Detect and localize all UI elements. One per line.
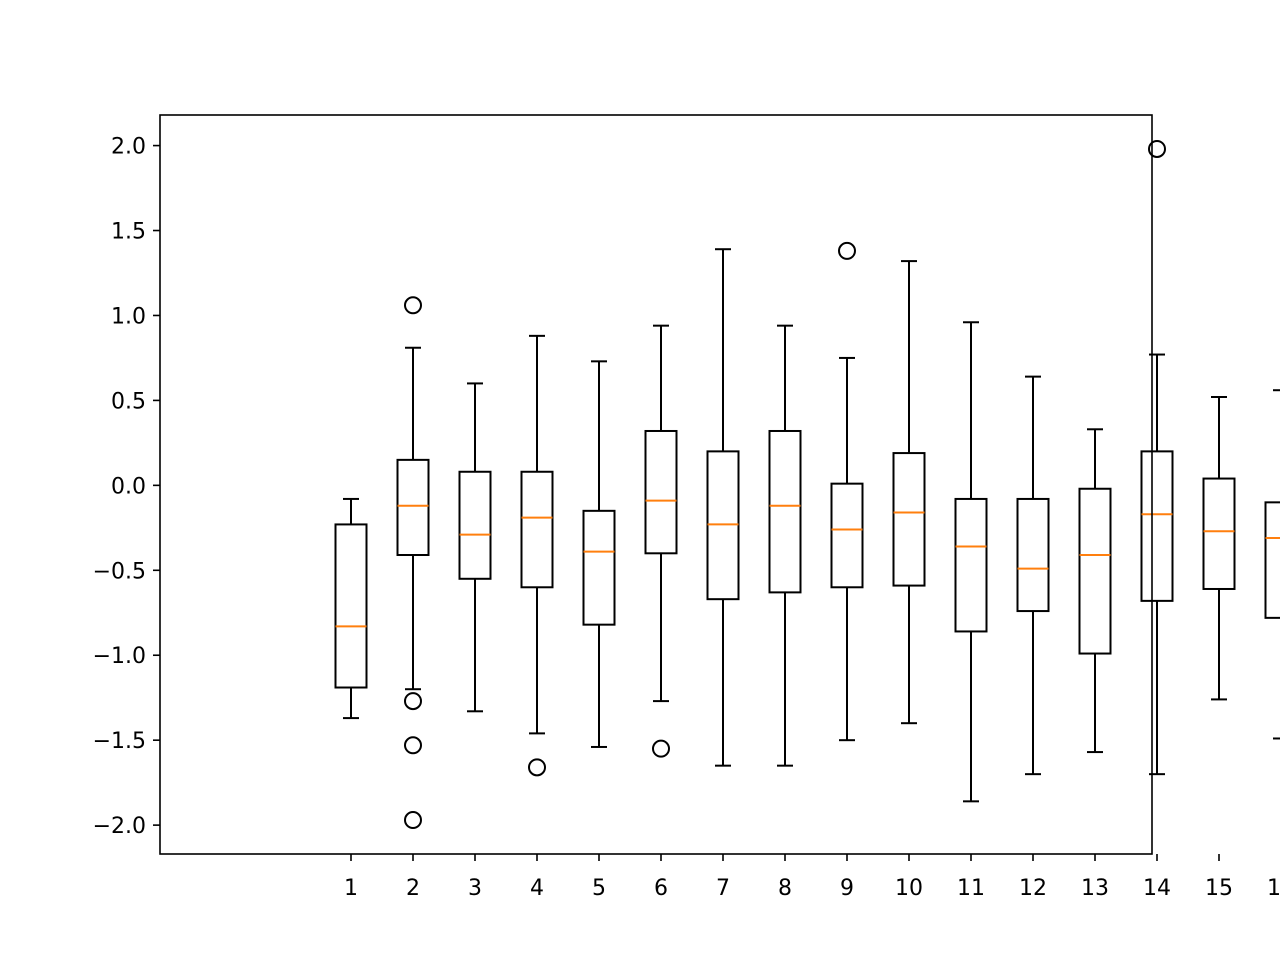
y-tick-label: 0.0 — [111, 474, 146, 499]
box-4 — [520, 334, 554, 777]
iqr-box — [520, 470, 554, 589]
x-tick-label: 1 — [344, 876, 358, 901]
outlier-point — [528, 758, 546, 777]
iqr-box — [396, 458, 430, 557]
outlier-point — [404, 692, 422, 711]
iqr-box — [830, 482, 864, 589]
x-tick-label: 12 — [1019, 876, 1047, 901]
iqr-box — [768, 429, 802, 594]
plot-area — [334, 139, 1280, 830]
y-tick-label: 1.0 — [111, 304, 146, 329]
iqr-box — [334, 523, 368, 689]
box-12 — [1016, 375, 1050, 776]
outlier-point — [404, 811, 422, 830]
outlier-point — [1148, 139, 1166, 158]
x-tick-label: 10 — [895, 876, 923, 901]
x-tick-label: 9 — [840, 876, 854, 901]
iqr-box — [1140, 450, 1174, 602]
box-7 — [706, 248, 740, 767]
iqr-box — [644, 429, 678, 555]
iqr-box — [582, 509, 616, 626]
iqr-box — [954, 497, 988, 633]
x-tick-label: 11 — [957, 876, 985, 901]
x-tick-label: 3 — [468, 876, 482, 901]
iqr-box — [1264, 501, 1280, 619]
iqr-box — [1202, 477, 1236, 590]
outlier-point — [652, 739, 670, 758]
y-tick-label: −1.0 — [93, 644, 146, 669]
outlier-point — [404, 296, 422, 315]
iqr-box — [1078, 487, 1112, 655]
iqr-box — [1016, 497, 1050, 613]
iqr-box — [892, 452, 926, 587]
box-15 — [1202, 396, 1236, 701]
box-1 — [334, 497, 368, 720]
x-tick-label: 7 — [716, 876, 730, 901]
x-tick-label: 16 — [1267, 876, 1280, 901]
box-5 — [582, 360, 616, 748]
box-16 — [1264, 389, 1280, 740]
outlier-point — [838, 241, 856, 260]
axis-ticks: 2.01.51.00.50.0−0.5−1.0−1.5−2.01 2 3 4 5 6 7 8 9… — [93, 135, 1280, 901]
box-8 — [768, 324, 802, 767]
outlier-point — [404, 736, 422, 755]
box-13 — [1078, 428, 1112, 754]
x-tick-label: 15 — [1205, 876, 1233, 901]
x-tick-label: 2 — [406, 876, 420, 901]
box-3 — [458, 382, 492, 713]
box-10 — [892, 260, 926, 725]
y-tick-label: −0.5 — [93, 559, 146, 584]
x-tick-label: 14 — [1143, 876, 1171, 901]
x-tick-label: 5 — [592, 876, 606, 901]
box-2 — [396, 296, 430, 830]
y-tick-label: −2.0 — [93, 814, 146, 839]
y-tick-label: 1.5 — [111, 220, 146, 245]
x-tick-label: 13 — [1081, 876, 1109, 901]
y-tick-label: 0.5 — [111, 389, 146, 414]
x-tick-label: 4 — [530, 876, 544, 901]
box-9 — [830, 241, 864, 742]
box-6 — [644, 324, 678, 758]
axes-frame — [159, 114, 1153, 855]
x-tick-label: 6 — [654, 876, 668, 901]
y-tick-label: 2.0 — [111, 135, 146, 160]
iqr-box — [458, 470, 492, 580]
x-tick-label: 8 — [778, 876, 792, 901]
y-tick-label: −1.5 — [93, 729, 146, 754]
box-11 — [954, 321, 988, 803]
